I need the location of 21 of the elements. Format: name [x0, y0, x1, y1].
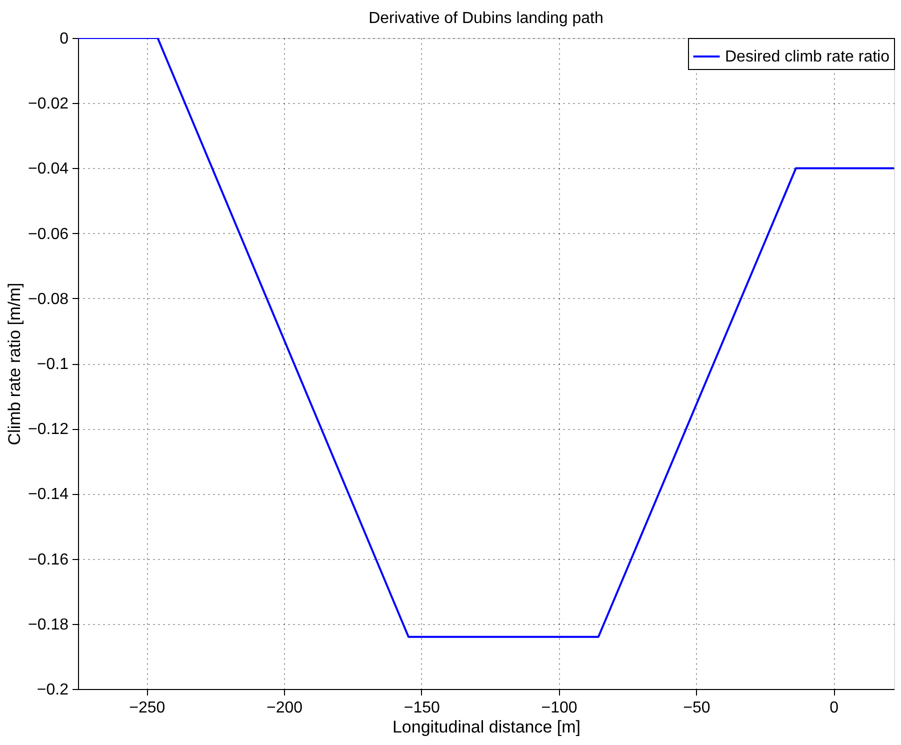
y-tick-label: −0.16 [28, 551, 69, 568]
y-axis-title: Climb rate ratio [m/m] [5, 282, 24, 446]
x-tick-label: −50 [683, 700, 710, 716]
y-tick-label: −0.14 [28, 486, 69, 504]
y-tick-label: −0.08 [28, 290, 69, 308]
x-tick-label: −100 [541, 700, 578, 716]
x-tick-label: 0 [830, 700, 839, 716]
y-tick-label: −0.18 [28, 616, 69, 634]
y-tick-label: −0.06 [28, 226, 69, 243]
y-tick-label: −0.2 [36, 682, 69, 698]
y-tick-label: −0.04 [28, 160, 69, 178]
y-tick-label: −0.1 [36, 356, 69, 373]
x-axis-title: Longitudinal distance [m] [392, 718, 581, 736]
y-tick-label: −0.02 [28, 96, 69, 113]
chart-title: Derivative of Dubins landing path [368, 10, 604, 27]
x-tick-label: −250 [129, 700, 166, 716]
legend-label: Desired climb rate ratio [725, 48, 890, 66]
x-tick-label: −200 [266, 700, 303, 716]
y-tick-label: 0 [60, 30, 69, 48]
x-tick-label: −150 [404, 700, 440, 716]
y-tick-label: −0.12 [28, 421, 69, 438]
